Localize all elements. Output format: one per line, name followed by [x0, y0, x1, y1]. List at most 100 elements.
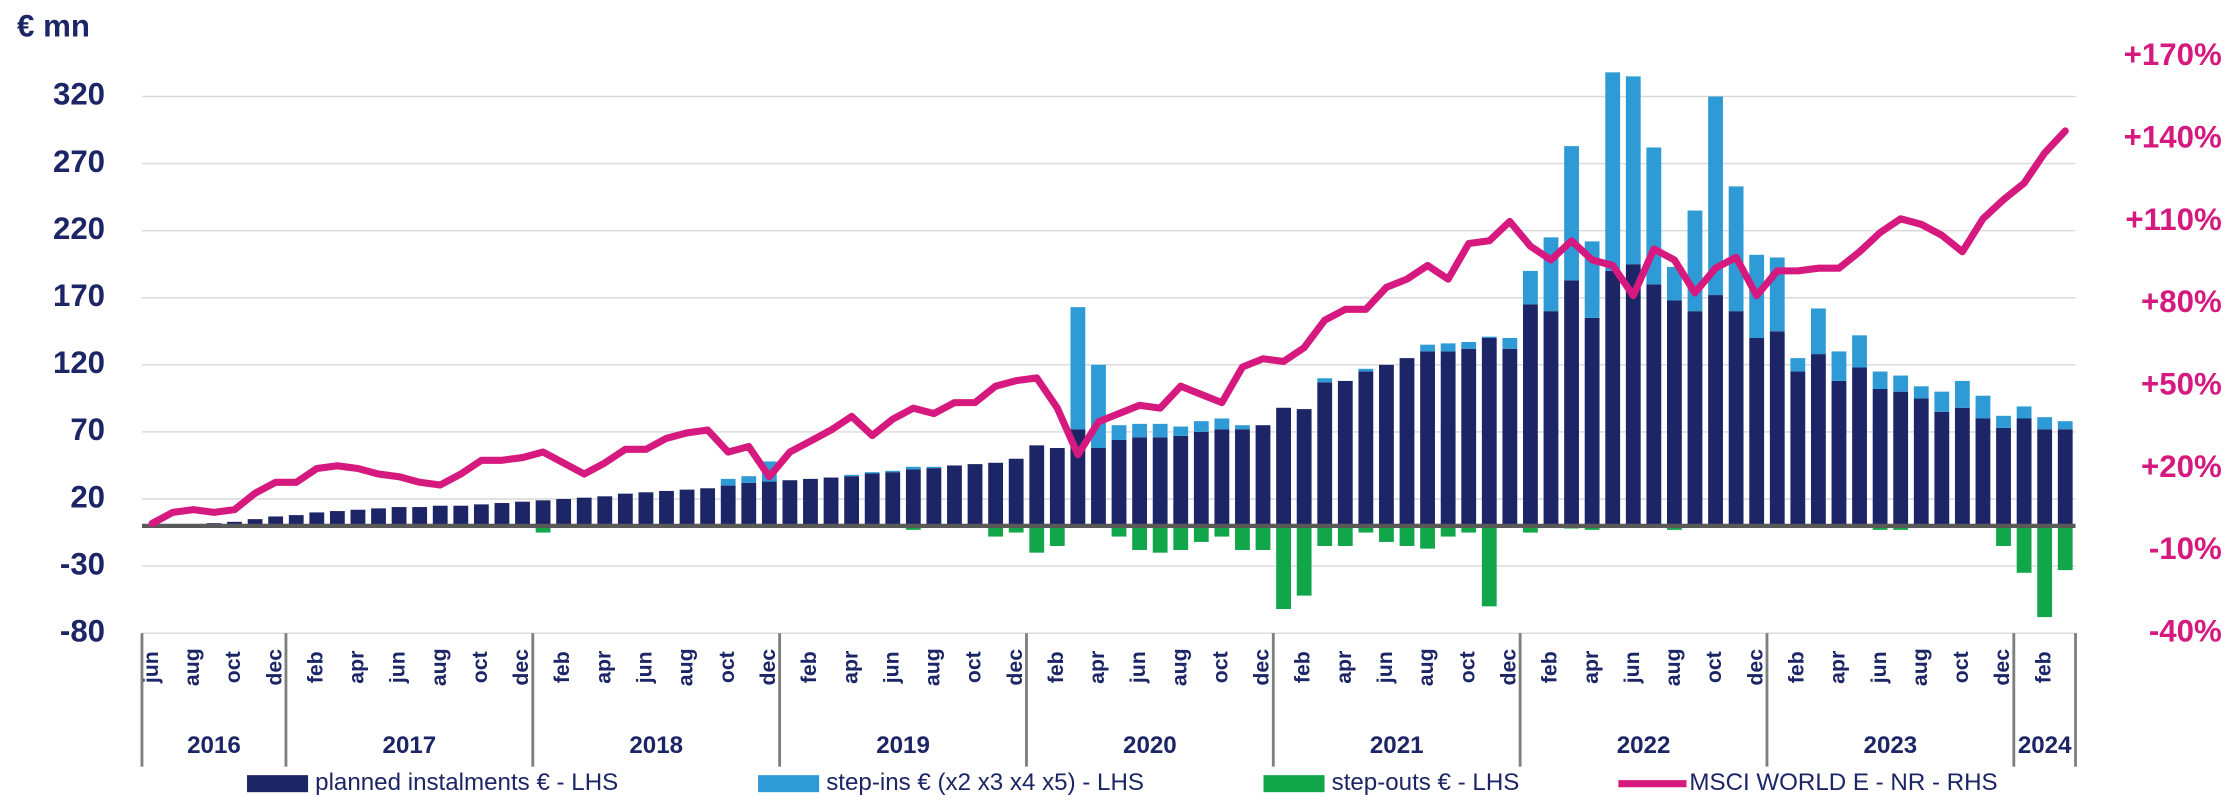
bar	[1029, 525, 1045, 553]
bar	[1893, 375, 1909, 392]
x-tick-label: apr	[591, 651, 615, 684]
bar	[1769, 331, 1785, 526]
bar	[2037, 525, 2053, 618]
bar	[659, 490, 674, 526]
x-tick-label: aug	[180, 648, 204, 686]
bar	[1831, 351, 1847, 381]
x-group-label: 2022	[1617, 732, 1671, 759]
bar	[350, 509, 366, 526]
x-tick-label: oct	[962, 651, 986, 683]
x-tick-label: aug	[1414, 648, 1438, 686]
bar	[1605, 72, 1621, 271]
bar	[1872, 388, 1888, 526]
x-tick-label: feb	[1044, 651, 1068, 683]
bar	[1975, 418, 1991, 526]
x-tick-label: apr	[1332, 651, 1356, 684]
x-tick-label: feb	[797, 651, 821, 683]
bar	[700, 488, 716, 526]
bar	[1523, 270, 1538, 305]
bar	[1420, 351, 1435, 526]
bar	[1029, 445, 1045, 526]
bar	[1810, 354, 1826, 526]
bar	[679, 489, 695, 526]
x-tick-label: oct	[221, 651, 245, 683]
bar	[1913, 398, 1929, 526]
bar	[1276, 525, 1291, 610]
bar	[329, 511, 345, 526]
bar	[823, 477, 839, 526]
x-tick-label: aug	[920, 648, 944, 686]
bar	[947, 465, 962, 526]
bar	[1543, 237, 1559, 312]
x-tick-label: apr	[1085, 651, 1109, 684]
bar	[556, 499, 572, 526]
x-tick-label: feb	[1784, 651, 1808, 683]
bar	[1913, 386, 1929, 399]
bar	[1584, 317, 1600, 526]
x-tick-label: apr	[1579, 651, 1603, 684]
legend-label: step-ins € (x2 x3 x4 x5) - LHS	[826, 769, 1144, 796]
y2-tick-label: +140%	[2124, 119, 2222, 154]
bar	[2057, 429, 2073, 526]
y-tick-label: 220	[53, 211, 105, 246]
bar	[2057, 525, 2073, 571]
bar	[535, 500, 551, 526]
bar	[247, 519, 263, 526]
bar	[1461, 348, 1477, 526]
bar	[1461, 342, 1477, 349]
bar	[1831, 380, 1847, 526]
x-tick-label: aug	[674, 648, 698, 686]
bar	[1996, 525, 2011, 546]
y-tick-label: 170	[53, 278, 105, 313]
bar	[1852, 367, 1867, 526]
bar	[1687, 311, 1703, 526]
y-tick-label: 270	[53, 144, 105, 179]
bar	[761, 481, 777, 526]
bar	[1893, 391, 1909, 526]
bar	[1420, 525, 1435, 549]
bar	[494, 503, 510, 526]
line	[148, 127, 2069, 527]
x-tick-label: feb	[1291, 651, 1315, 683]
bar	[535, 525, 551, 533]
x-tick-label: dec	[1743, 649, 1767, 686]
x-tick-label: jun	[1373, 651, 1397, 684]
bar	[905, 469, 921, 526]
legend-label: step-outs € - LHS	[1332, 769, 1520, 796]
bar	[1975, 395, 1991, 419]
bar	[1235, 429, 1250, 526]
bar	[2037, 417, 2053, 430]
bar	[1235, 525, 1250, 550]
y2-tick-label: +50%	[2141, 366, 2222, 401]
bar	[2037, 429, 2053, 526]
legend-label: planned instalments € - LHS	[315, 769, 618, 796]
bar	[1132, 437, 1148, 526]
y-tick-label: -30	[60, 546, 105, 581]
bar	[1667, 266, 1682, 301]
bar	[1543, 311, 1559, 526]
bar	[432, 505, 448, 526]
bar	[1111, 439, 1127, 526]
bar	[597, 496, 613, 526]
bar	[1049, 525, 1065, 546]
y2-tick-label: +80%	[2141, 284, 2222, 319]
x-group-label: 2024	[2018, 732, 2072, 759]
x-tick-label: dec	[756, 649, 780, 686]
bar	[1337, 525, 1353, 546]
bar	[1255, 525, 1271, 550]
bar	[1708, 96, 1723, 296]
bar	[1728, 311, 1744, 526]
bar	[1605, 270, 1621, 526]
bar	[741, 476, 757, 483]
bar	[1872, 371, 1888, 389]
bar	[1646, 284, 1662, 526]
x-tick-label: oct	[1949, 651, 1973, 683]
legend-label: MSCI WORLD E - NR - RHS	[1689, 769, 1997, 796]
bar	[1008, 525, 1024, 533]
x-tick-label: apr	[345, 651, 369, 684]
x-tick-label: aug	[1908, 648, 1932, 686]
bar	[1461, 525, 1477, 533]
bar	[1214, 525, 1230, 537]
bar	[1255, 425, 1271, 526]
bar	[1379, 364, 1394, 526]
